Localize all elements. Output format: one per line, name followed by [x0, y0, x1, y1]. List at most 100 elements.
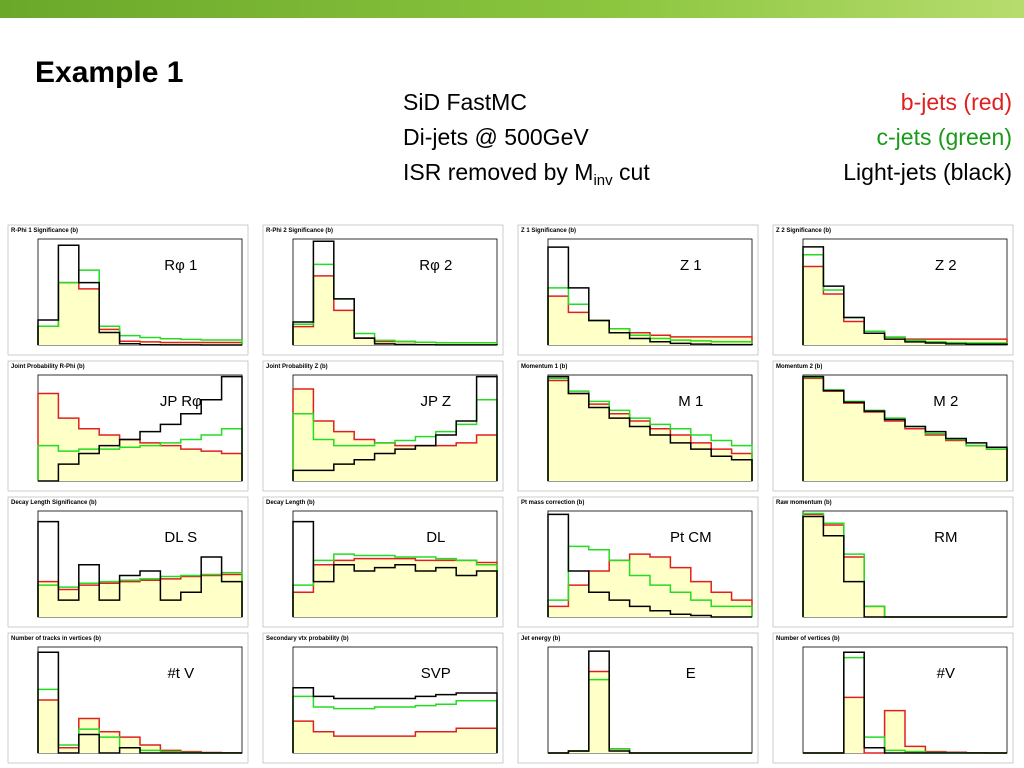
histogram-line [802, 253, 1008, 345]
panel-label: E [686, 665, 696, 682]
panel-label: #t V [167, 665, 194, 682]
histogram-panel: Secondary vtx probability (b) SVP [262, 632, 504, 764]
histogram-line [37, 651, 242, 754]
slide-title: Example 1 [35, 56, 183, 89]
histogram-fill [38, 282, 242, 345]
histogram-panel: Z 1 Significance (b) Z 1 [517, 224, 759, 356]
panel-label: Pt CM [670, 529, 712, 546]
histogram-line [547, 377, 753, 481]
panel-title: Number of tracks in vertices (b) [11, 636, 101, 642]
histogram-line [292, 553, 498, 617]
histogram-fill [803, 266, 1007, 345]
panel-title: R-Phi 2 Significance (b) [266, 228, 333, 234]
histogram-line [292, 695, 498, 753]
panel-title: Joint Probability Z (b) [266, 364, 328, 370]
panel-title: Pt mass correction (b) [521, 500, 584, 506]
histogram-line [37, 428, 243, 481]
panel-title: Secondary vtx probability (b) [266, 636, 349, 642]
histogram-fill [293, 558, 497, 617]
histogram-panel: R-Phi 2 Significance (b) Rφ 2 [262, 224, 504, 356]
histogram-line [37, 520, 243, 617]
histogram-panel: Joint Probability Z (b) JP Z [262, 360, 504, 492]
histogram-line [802, 515, 1007, 618]
histogram-panel: Decay Length Significance (b) DL S [7, 496, 249, 628]
histogram-panel: Number of tracks in vertices (b) #t V [7, 632, 249, 764]
panel-label: Z 2 [935, 257, 957, 274]
histogram-line [37, 392, 243, 481]
panel-grid: R-Phi 1 Significance (b) Rφ 1 R-Phi 2 Sign… [7, 224, 1014, 764]
histogram-fill [548, 671, 752, 753]
histogram-line [292, 375, 498, 481]
histogram-line [803, 651, 1007, 754]
legend-entry: b-jets (red) [901, 89, 1012, 115]
panel-label: #V [937, 665, 955, 682]
panel-title: Joint Probability R-Phi (b) [11, 364, 85, 370]
panel-label: Rφ 2 [419, 257, 452, 274]
histogram-line [37, 269, 243, 345]
panel-title: Raw momentum (b) [776, 500, 832, 506]
histogram-panel: Pt mass correction (b) Pt CM [517, 496, 759, 628]
panel-label: M 1 [678, 393, 703, 410]
histogram-panel: Decay Length (b) DL [262, 496, 504, 628]
panel-title: Jet energy (b) [521, 636, 560, 642]
histogram-panel: Number of vertices (b) #V [772, 632, 1014, 764]
histogram-fill [293, 389, 497, 481]
histogram-panel: Jet energy (b) E [517, 632, 759, 764]
panel-title: Z 1 Significance (b) [521, 228, 576, 234]
panel-bg [517, 632, 759, 764]
histogram-line [547, 246, 753, 346]
legend-entry: c-jets (green) [877, 124, 1012, 150]
panel-label: Rφ 1 [164, 257, 197, 274]
histogram-panel: Z 2 Significance (b) Z 2 [772, 224, 1014, 356]
histogram-line [292, 240, 498, 346]
panel-label: RM [934, 529, 957, 546]
histogram-line [548, 650, 752, 754]
top-bar [0, 0, 1024, 18]
legend: b-jets (red) c-jets (green) Light-jets (bl… [843, 89, 1012, 185]
info-line: ISR removed by Minv cut [403, 159, 650, 189]
panel-label: JP Rφ [160, 393, 202, 410]
panel-title: Momentum 2 (b) [776, 364, 822, 370]
panel-label: Z 1 [680, 257, 702, 274]
panel-title: Decay Length Significance (b) [11, 500, 97, 506]
histogram-line [37, 244, 242, 346]
info-line: Di-jets @ 500GeV [403, 124, 589, 150]
histogram-line [547, 545, 753, 617]
histogram-panel: Joint Probability R-Phi (b) JP Rφ [7, 360, 249, 492]
histogram-panel: Momentum 2 (b) M 2 [772, 360, 1014, 492]
panel-label: SVP [421, 665, 451, 682]
histogram-line [292, 398, 498, 481]
panel-label: JP Z [421, 393, 452, 410]
histogram-line [547, 287, 753, 345]
histogram-panel: R-Phi 1 Significance (b) Rφ 1 [7, 224, 249, 356]
histogram-line [37, 571, 243, 617]
legend-entry: Light-jets (black) [843, 159, 1012, 185]
histogram-line [802, 375, 1008, 481]
panel-label: DL [426, 529, 445, 546]
histogram-fill [293, 275, 497, 345]
histogram-fill [293, 721, 497, 753]
histogram-line [292, 720, 498, 753]
histogram-fill [38, 700, 242, 753]
histogram-line [547, 553, 753, 617]
histogram-panel: Raw momentum (b) RM [772, 496, 1014, 628]
histogram-line [292, 520, 498, 617]
panel-label: M 2 [933, 393, 958, 410]
histogram-line [38, 375, 243, 482]
panel-title: Number of vertices (b) [776, 636, 840, 642]
histogram-fill [803, 514, 1007, 617]
panel-title: R-Phi 1 Significance (b) [11, 228, 78, 234]
panel-label: DL S [164, 529, 197, 546]
info-line: SiD FastMC [403, 89, 527, 115]
histogram-line [547, 375, 753, 481]
histogram-panel: Momentum 1 (b) M 1 [517, 360, 759, 492]
histogram-fill [548, 296, 752, 345]
histogram-fill [38, 393, 242, 481]
panel-title: Decay Length (b) [266, 500, 315, 506]
histogram-line [547, 513, 752, 618]
panel-title: Z 2 Significance (b) [776, 228, 831, 234]
panel-title: Momentum 1 (b) [521, 364, 567, 370]
histogram-line [292, 687, 498, 753]
histogram-line [292, 263, 498, 345]
